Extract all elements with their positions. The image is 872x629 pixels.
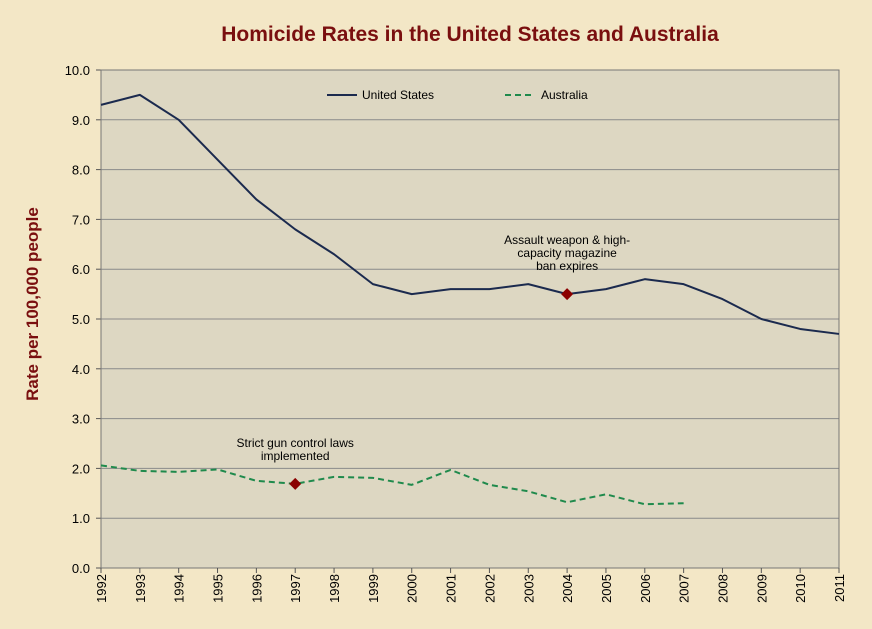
series-line-united-states	[100, 93, 840, 335]
chart-title: Homicide Rates in the United States and …	[221, 23, 719, 46]
annotation-marker	[561, 288, 574, 301]
annotation-text: Strict gun control laws	[237, 436, 354, 450]
x-tick-label: 1994	[172, 574, 187, 603]
y-tick-label: 0.0	[72, 561, 90, 576]
annotation-marker	[289, 477, 302, 490]
x-tick-label: 2010	[793, 574, 808, 603]
x-tick-label: 2007	[677, 574, 692, 603]
legend-label: United States	[362, 88, 434, 102]
x-tick-label: 2009	[754, 574, 769, 603]
x-tick-label: 1993	[133, 574, 148, 603]
series-line-australia	[100, 464, 684, 506]
y-tick-label: 4.0	[72, 362, 90, 377]
x-tick-label: 2004	[560, 574, 575, 603]
y-tick-label: 3.0	[72, 412, 90, 427]
x-tick-label: 1999	[366, 574, 381, 603]
x-tick-label: 2006	[638, 574, 653, 603]
y-tick-label: 9.0	[72, 113, 90, 128]
annotation-text: capacity magazine	[517, 246, 617, 260]
axes: 0.0 1.0 2.0 3.0 4.0 5.0 6.0 7.0 8.0 9.0 10.0 1992 19…	[65, 63, 847, 603]
y-tick-label: 6.0	[72, 262, 90, 277]
y-tick-label: 10.0	[65, 63, 90, 78]
x-tick-label: 2001	[444, 574, 459, 603]
y-tick-label: 1.0	[72, 511, 90, 526]
plot-border	[100, 69, 840, 569]
x-tick-label: 2011	[832, 574, 847, 602]
annotations: Assault weapon & high-capacity magazineb…	[237, 233, 631, 463]
annotation-text: ban expires	[536, 259, 598, 273]
y-tick-label: 2.0	[72, 461, 90, 476]
x-tick-label: 1992	[94, 574, 109, 603]
x-tick-label: 2000	[405, 574, 420, 603]
series-lines	[100, 93, 840, 506]
x-tick-label: 1995	[211, 574, 226, 603]
x-tick-label: 2003	[521, 574, 536, 603]
legend: United States Australia	[327, 88, 588, 102]
annotation-text: implemented	[261, 449, 330, 463]
x-tick-label: 1998	[327, 574, 342, 603]
legend-label: Australia	[541, 88, 588, 102]
x-tick-label: 2002	[482, 574, 497, 603]
annotation-markers	[289, 288, 574, 490]
y-tick-label: 8.0	[72, 163, 90, 178]
y-tick-label: 7.0	[72, 212, 90, 227]
y-tick-label: 5.0	[72, 312, 90, 327]
annotation-text: Assault weapon & high-	[504, 233, 630, 247]
y-axis-label: Rate per 100,000 people	[23, 207, 42, 401]
x-tick-label: 1997	[288, 574, 303, 603]
x-tick-label: 1996	[249, 574, 264, 603]
x-tick-label: 2005	[599, 574, 614, 603]
x-tick-label: 2008	[715, 574, 730, 603]
